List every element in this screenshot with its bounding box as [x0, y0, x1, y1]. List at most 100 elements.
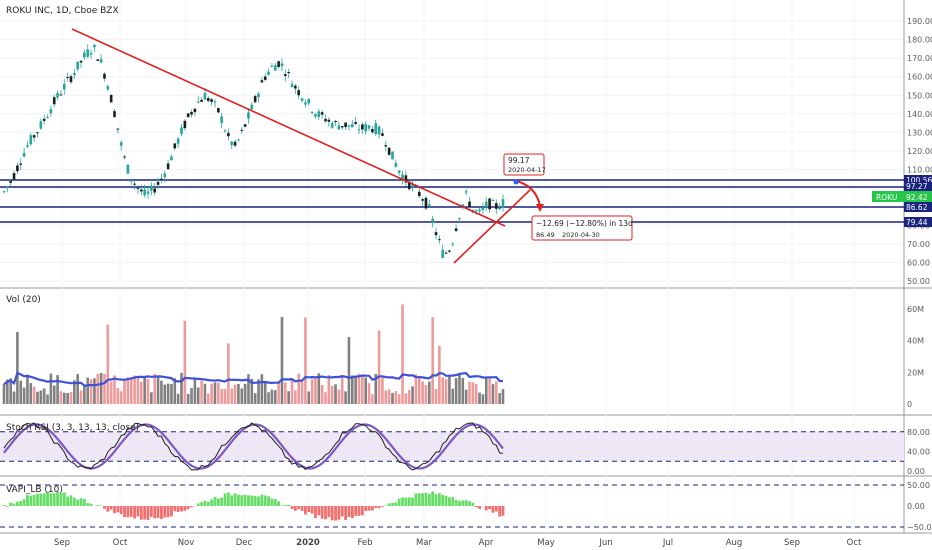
vapi-tick-label: −50.00 — [907, 523, 932, 532]
candle-body — [451, 243, 455, 245]
volume-bar — [6, 379, 9, 404]
stochrsi-band — [0, 431, 904, 462]
volume-bar — [173, 378, 177, 404]
candle-body — [280, 63, 284, 67]
candle-body — [16, 165, 19, 172]
callout-bottom-price: 86.49 — [536, 231, 555, 239]
volume-bar — [126, 377, 130, 404]
candle-body — [133, 183, 136, 185]
candle-body — [52, 97, 56, 105]
vapi-bar — [471, 502, 475, 506]
vapi-bar — [377, 506, 381, 509]
volume-bar — [123, 380, 126, 404]
volume-bar — [237, 383, 240, 404]
volume-bar — [39, 390, 43, 404]
volume-bar — [448, 374, 451, 404]
volume-bar — [397, 394, 401, 404]
candle-body — [220, 116, 223, 124]
volume-bar — [394, 391, 398, 404]
volume-bar — [140, 381, 143, 404]
candle-body — [377, 126, 381, 135]
candle-body — [434, 232, 438, 236]
vapi-bar — [149, 506, 153, 517]
volume-bar — [217, 382, 220, 404]
candle-body — [394, 163, 398, 167]
vapi-bar — [300, 506, 304, 511]
candle-body — [407, 181, 411, 190]
vapi-bar — [143, 506, 147, 520]
volume-bar — [206, 393, 210, 404]
last-price-badge: ROKU 92.42 — [872, 191, 932, 202]
candle-body — [39, 121, 43, 129]
volume-bar — [49, 373, 53, 404]
candle-body — [129, 180, 133, 182]
vapi-bar — [488, 506, 492, 510]
vapi-bar — [186, 506, 190, 510]
candle-body — [501, 199, 505, 208]
candle-body — [113, 111, 116, 118]
volume-bar — [163, 384, 167, 404]
volume-bar — [458, 373, 461, 404]
vapi-bar — [243, 494, 247, 506]
candle-body — [73, 72, 76, 75]
candle-body — [357, 129, 361, 131]
vapi-bar — [15, 501, 19, 506]
volume-bar — [176, 393, 180, 404]
volume-bar — [451, 388, 455, 404]
vapi-bar — [350, 506, 354, 519]
volume-bar — [317, 373, 321, 404]
projection-arrow-head — [536, 204, 544, 212]
volume-bar — [441, 377, 445, 404]
vapi-bar — [86, 503, 90, 506]
volume-bar — [66, 392, 69, 404]
volume-bar — [19, 380, 23, 404]
candle-body — [206, 98, 210, 101]
volume-bar — [324, 392, 327, 404]
price-tick-label: 120.00 — [907, 147, 932, 156]
candle-body — [367, 125, 371, 129]
volume-bar — [428, 381, 431, 404]
svg-text:92.42: 92.42 — [906, 193, 928, 202]
volume-bar — [86, 377, 90, 404]
candle-body — [491, 200, 495, 202]
candle-body — [290, 83, 294, 88]
candles-layer — [2, 43, 505, 259]
vapi-bar — [387, 503, 391, 506]
vapi-bar — [401, 497, 404, 506]
price-tick-label: 160.00 — [907, 73, 932, 82]
volume-bar — [484, 376, 488, 404]
vapi-bar — [113, 506, 116, 514]
candle-body — [140, 189, 143, 192]
volume-bar — [300, 380, 304, 404]
vapi-bar — [52, 493, 56, 506]
candle-body — [2, 191, 6, 193]
vapi-bar — [340, 506, 344, 517]
candle-body — [417, 191, 421, 197]
volume-bar — [498, 393, 501, 404]
volume-bar — [22, 387, 26, 404]
volume-bar — [404, 393, 408, 404]
candle-body — [347, 125, 351, 127]
vapi-bar — [468, 501, 471, 506]
vapi-bar — [72, 497, 76, 506]
stochrsi-tick-label: 80.00 — [907, 428, 930, 437]
volume-bar — [240, 388, 244, 404]
volume-bar — [56, 375, 59, 404]
volume-bar — [407, 389, 411, 404]
vapi-bar — [320, 506, 324, 519]
vapi-bar — [190, 506, 193, 508]
candle-body — [99, 59, 103, 63]
volume-bar — [287, 391, 290, 404]
volume-bar — [213, 382, 217, 404]
callout-bottom-change: −12.69 (−12.80%) in 13d — [536, 219, 633, 228]
candle-body — [484, 201, 488, 207]
volume-bar — [391, 392, 394, 404]
volume-bar — [501, 389, 505, 404]
volume-bar — [16, 332, 19, 404]
vapi-bar — [49, 493, 53, 506]
candle-body — [79, 60, 83, 63]
volume-bar — [32, 386, 36, 404]
volume-bar — [227, 343, 230, 404]
vapi-bar — [407, 497, 411, 506]
